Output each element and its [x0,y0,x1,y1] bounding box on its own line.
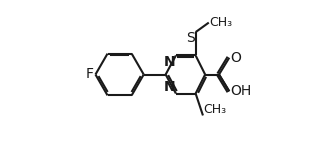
Text: N: N [164,80,175,94]
Text: O: O [230,51,241,65]
Text: CH₃: CH₃ [210,16,233,29]
Text: S: S [186,31,195,45]
Text: OH: OH [230,84,251,98]
Text: CH₃: CH₃ [204,103,227,116]
Text: F: F [85,67,93,82]
Text: N: N [164,55,175,69]
